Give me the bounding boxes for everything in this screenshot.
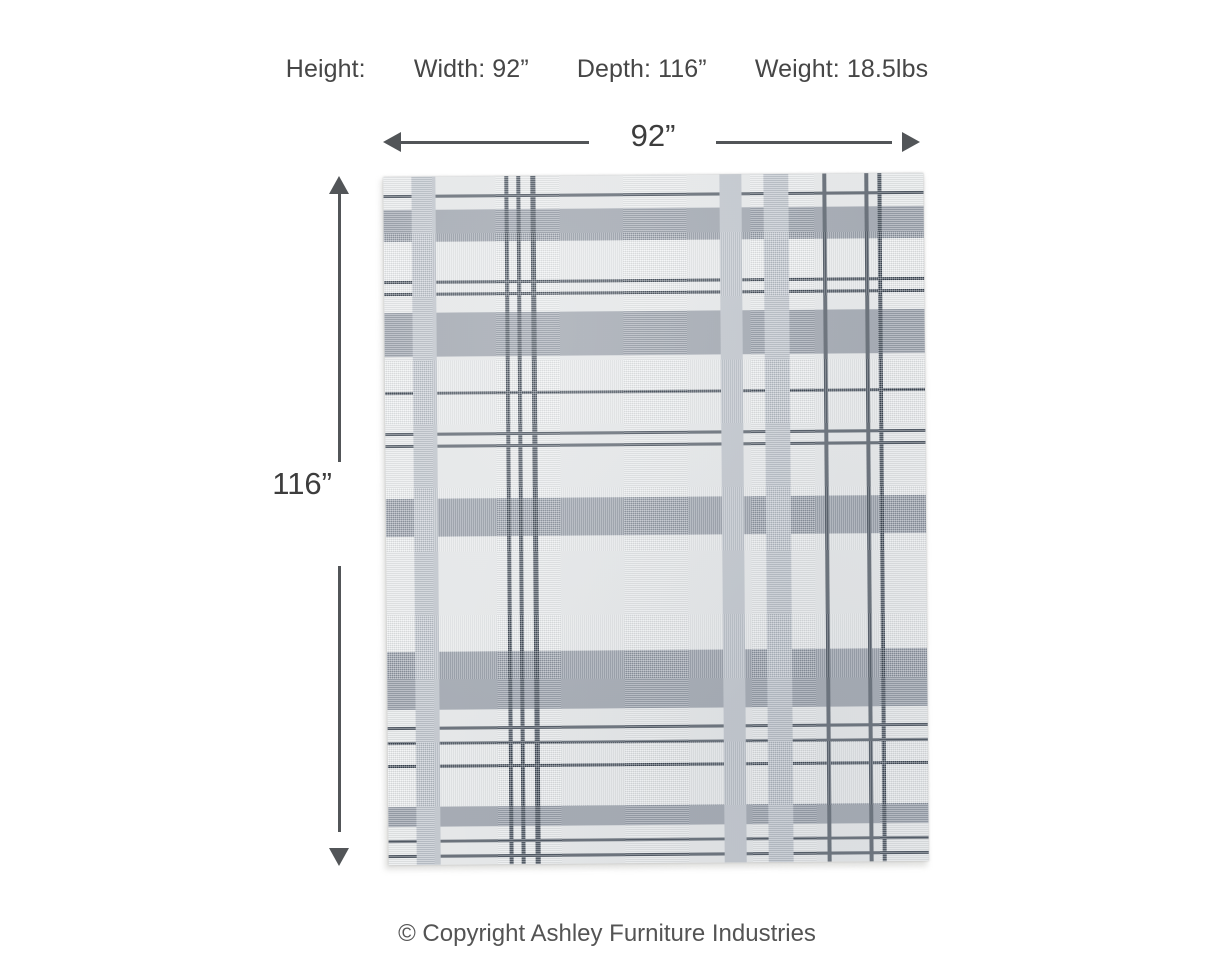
specification-row: Height: Width: 92” Depth: 116” Weight: 1… (0, 55, 1214, 84)
width-dimension-arrow: 92” (383, 118, 920, 158)
spec-width: Width: 92” (413, 55, 529, 83)
stripe-h-5 (383, 308, 929, 358)
stripe-h-7 (383, 428, 929, 437)
stripe-h-15 (383, 835, 929, 844)
stripe-h-13 (383, 760, 929, 769)
stripe-v-1 (411, 172, 441, 866)
product-image (380, 172, 929, 870)
stripe-h-3 (383, 276, 929, 285)
dimension-line-top (338, 192, 341, 462)
dimension-line-left (397, 141, 589, 144)
spec-height: Height: (285, 55, 366, 83)
stripe-h-1 (383, 190, 929, 199)
stripe-h-8 (383, 440, 929, 449)
stripe-h-4 (383, 288, 929, 297)
dimension-line-bottom (338, 566, 341, 832)
dimension-line-right (716, 141, 892, 144)
stripe-h-12 (383, 737, 929, 746)
stripe-v-6 (763, 172, 794, 866)
stripe-h-9 (383, 494, 929, 538)
stripe-h-2 (383, 205, 929, 243)
stripe-h-11 (383, 722, 929, 731)
arrow-left-icon (383, 132, 401, 152)
arrow-right-icon (902, 132, 920, 152)
spec-depth: Depth: 116” (576, 55, 707, 83)
stripe-h-10 (383, 647, 929, 711)
arrow-up-icon (329, 176, 349, 194)
stripe-h-16 (383, 850, 929, 859)
width-dimension-label: 92” (630, 118, 676, 153)
stripe-h-6 (383, 387, 929, 396)
stripe-h-14 (383, 802, 929, 828)
spec-weight: Weight: 18.5lbs (754, 55, 929, 83)
length-dimension-arrow: 116” (272, 176, 358, 866)
plaid-fabric (383, 172, 929, 866)
stripe-v-5 (719, 172, 747, 866)
arrow-down-icon (329, 848, 349, 866)
length-dimension-label: 116” (272, 466, 332, 501)
copyright-footer: © Copyright Ashley Furniture Industries (398, 920, 816, 947)
